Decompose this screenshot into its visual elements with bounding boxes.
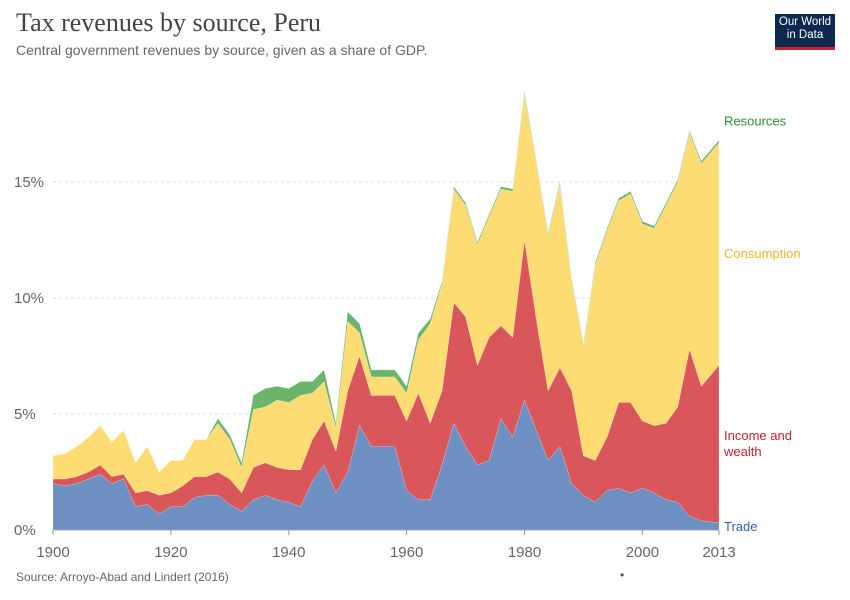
label-resources-line: Resources xyxy=(724,114,787,129)
owid-logo[interactable]: Our World in Data xyxy=(775,14,835,50)
y-tick-label: 15% xyxy=(14,174,44,191)
label-trade: Trade xyxy=(724,519,757,534)
label-income-and-wealth-line: Income and xyxy=(724,428,792,443)
label-income-and-wealth: Income and wealth xyxy=(723,428,792,459)
y-tick-label: 10% xyxy=(14,290,44,307)
source-note: Source: Arroyo-Abad and Lindert (2016) xyxy=(16,570,229,584)
y-tick-label: 5% xyxy=(14,406,36,423)
series-labels: Trade Income and wealth Consumption Resource… xyxy=(723,114,801,534)
x-tick-label: 1940 xyxy=(272,544,305,561)
y-tick-label: 0% xyxy=(14,522,36,539)
label-trade-line: Trade xyxy=(724,519,757,534)
series-areas xyxy=(52,91,720,531)
y-axis: 0% 5% 10% 15% xyxy=(14,174,44,539)
x-tick-label: 2000 xyxy=(626,544,659,561)
x-tick-label: 1900 xyxy=(36,544,69,561)
x-tick-label: 2013 xyxy=(702,544,735,561)
x-tick-label: 1980 xyxy=(508,544,541,561)
logo-line-2: in Data xyxy=(786,29,824,41)
timeline-dot[interactable]: • xyxy=(620,568,625,582)
label-income-and-wealth-line: wealth xyxy=(723,444,762,459)
chart-title: Tax revenues by source, Peru xyxy=(16,8,322,37)
label-resources: Resources xyxy=(724,114,787,129)
area-resources[interactable] xyxy=(52,91,720,473)
label-consumption-line: Consumption xyxy=(724,246,801,261)
x-tick-label: 1960 xyxy=(390,544,423,561)
chart-subtitle: Central government revenues by source, g… xyxy=(16,42,428,58)
label-consumption: Consumption xyxy=(724,246,801,261)
logo-line-1: Our World xyxy=(778,16,832,28)
x-axis: 1900 1920 1940 1960 1980 2000 2013 xyxy=(36,530,736,561)
x-tick-label: 1920 xyxy=(154,544,187,561)
